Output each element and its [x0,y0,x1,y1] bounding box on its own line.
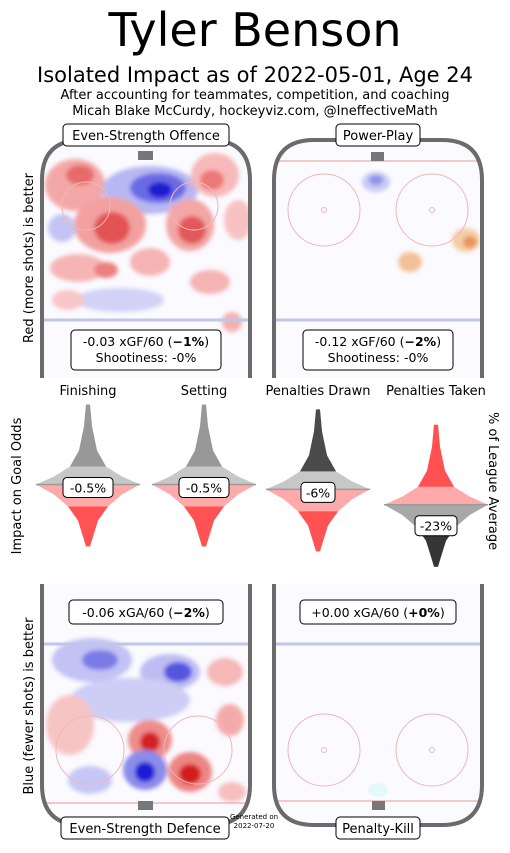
shootiness-es-offence: Shootiness: -0% [96,350,197,365]
panel-title-es-offence: Even-Strength Offence [62,123,230,147]
violin-finishing: Finishing -0.5% [36,384,140,547]
stat-box-power-play: -0.12 xGF/60 (−2%) Shootiness: -0% [302,329,454,371]
stat-pct-penalty-kill: +0% [408,605,440,620]
violin-upper-core [186,404,222,467]
panel-title-penalty-kill: Penalty-Kill [335,816,421,840]
generated-note: Generated on 2022-07-20 [229,813,279,830]
svg-text:-0.12 xGF/60 (−2%): -0.12 xGF/60 (−2%) [315,334,441,349]
page-title: Tyler Benson [108,3,402,57]
violin-value-label: -23% [420,519,452,534]
stat-pct-es-defence: −2% [173,605,205,620]
stat-pct-es-offence: −1% [172,334,204,349]
violin-category-label: Penalties Taken [386,384,486,399]
note-line-1: After accounting for teammates, competit… [60,88,450,103]
violin-value-label: -0.5% [186,480,222,495]
violin-penalties-taken: Penalties Taken -23% [384,384,488,567]
stat-line-es-defence: -0.06 xGA/60 [82,605,164,620]
panel-title-es-defence-text: Even-Strength Defence [69,822,220,837]
stat-line-power-play: -0.12 xGF/60 [315,334,396,349]
stat-line-penalty-kill: +0.00 xGA/60 [311,605,399,620]
ylabel-violin-right: % of League Average [485,412,500,550]
violin-category-label: Finishing [59,384,116,399]
violin-value-box [414,515,458,537]
ylabel-violin-left: Impact on Goal Odds [10,417,25,554]
page-subtitle: Isolated Impact as of 2022-05-01, Age 24 [37,63,473,87]
violin-upper-core [70,404,106,467]
violin-setting: Setting -0.5% [152,384,256,547]
violin-lower-core [68,506,108,547]
panel-title-penalty-kill-text: Penalty-Kill [342,822,414,837]
violin-category-label: Setting [181,384,228,399]
rink-es-offence [40,138,252,378]
violin-upper-core [300,409,336,472]
violin-value-label: -0.5% [70,480,106,495]
stat-box-es-defence: -0.06 xGA/60 (−2%) [68,599,224,625]
violin-value-box [62,476,114,498]
stat-box-penalty-kill: +0.00 xGA/60 (+0%) [299,599,457,625]
shootiness-power-play: Shootiness: -0% [328,350,429,365]
svg-text:+0.00 xGA/60 (+0%): +0.00 xGA/60 (+0%) [311,605,444,620]
svg-text:-0.03 xGF/60 (−1%): -0.03 xGF/60 (−1%) [83,334,209,349]
panel-title-power-play: Power-Play [335,123,421,147]
ylabel-offence: Red (more shots) is better [22,172,37,343]
violin-upper-core [418,424,454,487]
stat-box-es-offence: -0.03 xGF/60 (−1%) Shootiness: -0% [70,329,222,371]
violin-lower-core [298,511,338,552]
heatmap-es-defence [46,638,246,802]
stat-line-es-offence: -0.03 xGF/60 [83,334,164,349]
violin-value-label: -6% [306,485,330,500]
heatmap-penalty-kill [368,783,388,797]
svg-text:-0.06 xGA/60 (−2%): -0.06 xGA/60 (−2%) [82,605,210,620]
heatmap-es-offence [45,153,250,332]
panel-title-es-offence-text: Even-Strength Offence [72,129,220,144]
violin-value-box [300,481,336,503]
stat-pct-power-play: −2% [404,334,436,349]
violin-lower-core [184,506,224,547]
violin-category-label: Penalties Drawn [266,384,371,399]
violin-penalties-drawn: Penalties Drawn -6% [266,384,371,552]
violin-row: Finishing -0.5% Setting -0.5% Penalties Draw… [36,384,488,567]
note-line-2: Micah Blake McCurdy, hockeyviz.com, @Ine… [72,104,438,119]
violin-value-box [178,476,230,498]
panel-title-power-play-text: Power-Play [343,129,414,144]
panel-title-es-defence: Even-Strength Defence [60,816,230,840]
ylabel-defence: Blue (fewer shots) is better [22,617,37,795]
violin-lower-core [416,526,456,567]
rink-es-defence [40,584,252,827]
